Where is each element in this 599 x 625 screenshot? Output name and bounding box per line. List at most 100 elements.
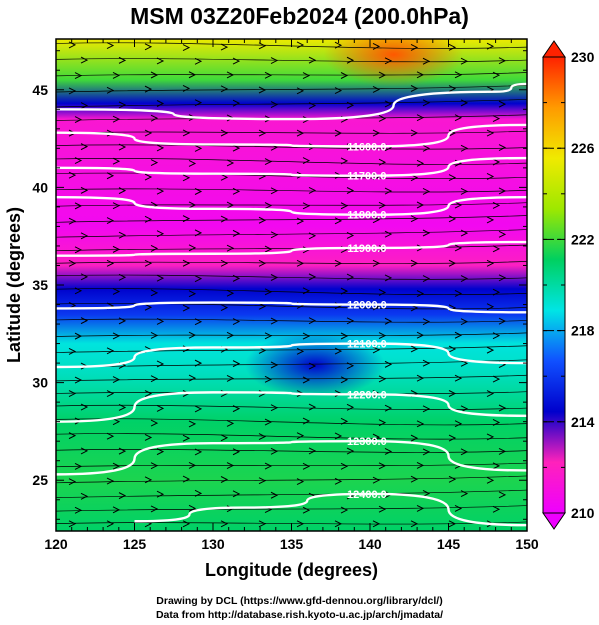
wind-arrow	[232, 99, 241, 107]
wind-streamline	[56, 288, 527, 296]
wind-streamline	[56, 261, 527, 264]
wind-arrow	[486, 173, 495, 180]
wind-arrow	[188, 374, 197, 382]
colorbar-max-arrow	[542, 40, 566, 58]
wind-arrow	[346, 362, 355, 370]
wind-arrow	[460, 490, 469, 498]
wind-arrow	[106, 259, 115, 267]
wind-arrow	[232, 405, 241, 413]
height-contour	[56, 439, 527, 476]
wind-arrow	[340, 506, 349, 514]
wind-arrow	[188, 461, 197, 469]
wind-arrow	[264, 418, 273, 426]
wind-arrow	[68, 41, 77, 49]
wind-arrow	[118, 273, 127, 281]
wind-arrow	[416, 201, 425, 209]
wind-streamline	[56, 72, 527, 77]
wind-arrow	[270, 101, 279, 108]
wind-arrow	[454, 331, 463, 339]
wind-streamline	[56, 332, 527, 337]
wind-arrow	[226, 71, 235, 79]
wind-arrow	[118, 404, 127, 411]
wind-arrow	[416, 504, 425, 512]
wind-arrow	[410, 345, 419, 353]
wind-arrow	[264, 202, 273, 209]
wind-arrow	[188, 160, 197, 167]
wind-arrow	[264, 245, 273, 253]
contour-label: 12300.0	[347, 436, 387, 448]
wind-arrow	[492, 71, 501, 79]
wind-arrow	[378, 158, 387, 166]
wind-arrow	[334, 259, 343, 267]
wind-arrow	[460, 229, 469, 237]
wind-arrow	[384, 274, 393, 282]
wind-arrow	[232, 144, 241, 152]
height-contours: 11600.0 11700.0 11800.0 11900.0 12000.0 12100…	[56, 82, 527, 527]
wind-arrow	[422, 144, 431, 152]
wind-arrow	[194, 229, 203, 237]
wind-streamline	[56, 462, 527, 468]
wind-arrow	[448, 215, 457, 223]
wind-arrow	[80, 102, 89, 110]
wind-arrow	[68, 478, 77, 486]
x-tick-label: 135	[280, 536, 304, 552]
wind-arrow	[302, 332, 311, 340]
wind-arrow	[308, 362, 317, 370]
wind-arrow	[156, 144, 165, 152]
wind-arrow	[226, 374, 235, 382]
wind-arrow	[460, 57, 469, 65]
wind-arrow	[302, 506, 311, 514]
wind-arrow	[372, 346, 381, 354]
wind-arrow	[334, 432, 343, 440]
contour-label: 12000.0	[347, 299, 387, 311]
contour-label: 11800.0	[347, 210, 386, 222]
y-tick-label: 30	[32, 375, 48, 391]
wind-arrow	[486, 216, 495, 224]
wind-arrow	[384, 230, 393, 238]
wind-arrow	[80, 447, 89, 455]
wind-arrow	[118, 187, 127, 195]
wind-arrow	[68, 390, 77, 398]
wind-arrow	[410, 129, 419, 137]
wind-arrow	[296, 347, 305, 355]
wind-arrow	[346, 56, 355, 64]
wind-arrow	[264, 332, 273, 340]
wind-arrow	[448, 475, 457, 483]
x-tick-label: 145	[437, 536, 461, 552]
wind-arrow	[156, 360, 165, 368]
wind-streamline	[56, 98, 527, 108]
wind-arrow	[156, 274, 165, 282]
wind-arrow	[410, 259, 419, 267]
wind-arrow	[68, 171, 77, 179]
wind-arrow	[454, 420, 463, 428]
wind-arrow	[302, 287, 311, 295]
wind-arrow	[346, 101, 355, 109]
wind-arrow	[486, 476, 495, 484]
wind-streamline	[56, 84, 527, 93]
wind-arrow	[270, 491, 279, 499]
wind-arrow	[106, 172, 115, 180]
wind-arrow	[422, 448, 431, 456]
wind-arrow	[112, 287, 121, 295]
wind-streamline	[56, 157, 527, 165]
wind-arrow	[68, 87, 77, 95]
colorbar-tick-label: 230	[571, 49, 595, 65]
wind-arrow	[334, 217, 343, 225]
wind-arrow	[188, 331, 197, 339]
wind-arrow	[296, 259, 305, 267]
wind-arrow	[308, 273, 317, 281]
wind-arrow	[118, 101, 127, 109]
wind-streamline	[56, 172, 527, 180]
wind-arrow	[486, 346, 495, 354]
wind-arrow	[384, 448, 393, 455]
wind-streamline	[56, 215, 527, 223]
wind-arrow	[384, 100, 393, 108]
y-axis-label: Latitude (degrees)	[4, 207, 24, 363]
wind-arrow	[194, 144, 203, 152]
chart-title: MSM 03Z20Feb2024 (200.0hPa)	[130, 3, 469, 29]
wind-arrow	[258, 520, 267, 528]
wind-streamline	[56, 202, 527, 207]
wind-arrow	[448, 43, 457, 51]
wind-streamline	[56, 374, 527, 382]
wind-arrow	[492, 288, 501, 296]
